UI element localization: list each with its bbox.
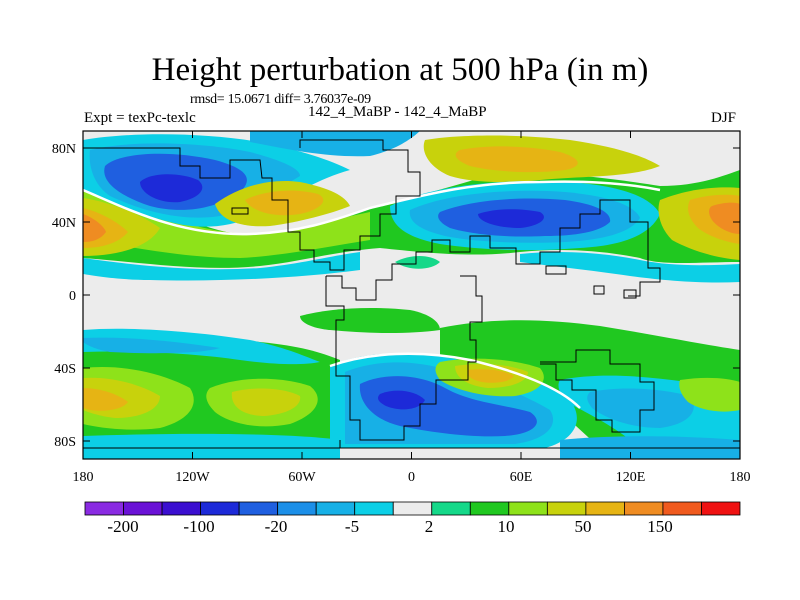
x-tick-label: 60W (288, 470, 316, 485)
x-tick-label: 120W (175, 470, 210, 485)
colorbar-label: 50 (575, 517, 592, 536)
light-green-north (83, 190, 370, 258)
colorbar-swatch (585, 501, 625, 516)
y-tick-label: 0 (69, 289, 76, 304)
colorbar (84, 501, 741, 516)
map-title: Height perturbation at 500 hPa (in m) (151, 52, 649, 88)
negative-region-northwest-center (140, 174, 203, 203)
negative-region-south-atlantic-center (378, 390, 425, 410)
y-tick-label: 40S (54, 362, 76, 377)
experiment-label: Expt = texPc-texlc (84, 110, 196, 126)
coastline (540, 349, 655, 433)
coastlines (83, 139, 740, 449)
y-tick-label: 80S (54, 435, 76, 450)
season-label: DJF (711, 110, 737, 126)
colorbar-swatch (392, 501, 433, 516)
colorbar-swatch (546, 501, 587, 516)
x-tick-label: 0 (408, 470, 415, 485)
negative-strip-top (250, 131, 420, 157)
colorbar-swatch (123, 501, 163, 516)
colorbar-label: 10 (498, 517, 515, 536)
negative-region-southeast-mid (587, 388, 694, 428)
y-tick-label: 80N (52, 142, 76, 157)
positive-region-east-max (709, 202, 740, 234)
positive-region-south-central-core (231, 388, 301, 416)
negative-strip-southwest-mid (83, 337, 220, 354)
case-label: 142_4_MaBP - 142_4_MaBP (308, 104, 487, 120)
positive-region-north-center-core (455, 146, 578, 173)
coastline (231, 207, 637, 299)
x-tick-label: 120E (616, 470, 646, 485)
y-tick-label: 40N (52, 216, 76, 231)
colorbar-swatch (315, 501, 356, 516)
colorbar-swatch (662, 501, 702, 516)
x-tick-label: 60E (510, 470, 533, 485)
colorbar-swatch (701, 501, 741, 516)
positive-region-southeast (679, 377, 740, 412)
positive-region-america-core (245, 190, 324, 216)
coastline (325, 275, 483, 441)
zero-contour (329, 352, 581, 409)
negative-region-far-south (83, 433, 340, 459)
x-tick-label: 180 (730, 470, 751, 485)
stats-label: rmsd= 15.0671 diff= 3.76037e-09 (190, 92, 371, 107)
colorbar-swatch (469, 501, 510, 516)
positive-band-south-center (300, 308, 440, 333)
colorbar-swatch (161, 501, 201, 516)
negative-band-subtropics-east (520, 252, 740, 283)
positive-patch-tropics (395, 256, 440, 269)
negative-band-subtropics (83, 252, 360, 281)
positive-region-south-pacific-max (83, 388, 128, 411)
coastline (83, 440, 740, 449)
negative-region-asia-center (478, 209, 544, 228)
colorbar-swatch (84, 501, 124, 516)
coastline (83, 139, 421, 271)
colorbar-swatch (431, 501, 471, 516)
colorbar-swatch (508, 501, 548, 516)
colorbar-swatch (277, 501, 317, 516)
zero-contour (83, 180, 661, 236)
colorbar-label: -100 (183, 517, 214, 536)
colorbar-swatch (624, 501, 664, 516)
x-axis-ticks (82, 131, 741, 459)
colorbar-label: 150 (647, 517, 673, 536)
colorbar-swatch (200, 501, 240, 516)
colorbar-label: -5 (345, 517, 359, 536)
colorbar-swatch (238, 501, 279, 516)
positive-region-west-edge-max (83, 214, 106, 242)
colorbar-label: -20 (265, 517, 288, 536)
colorbar-swatch (354, 501, 394, 516)
neutral-top-right (660, 131, 740, 170)
colorbar-label: 2 (425, 517, 434, 536)
colorbar-label: -200 (107, 517, 138, 536)
y-axis-ticks (83, 147, 740, 442)
x-tick-label: 180 (73, 470, 94, 485)
coastline (326, 199, 661, 301)
positive-region-south-indian-max (467, 369, 514, 383)
contour-field (83, 131, 740, 459)
